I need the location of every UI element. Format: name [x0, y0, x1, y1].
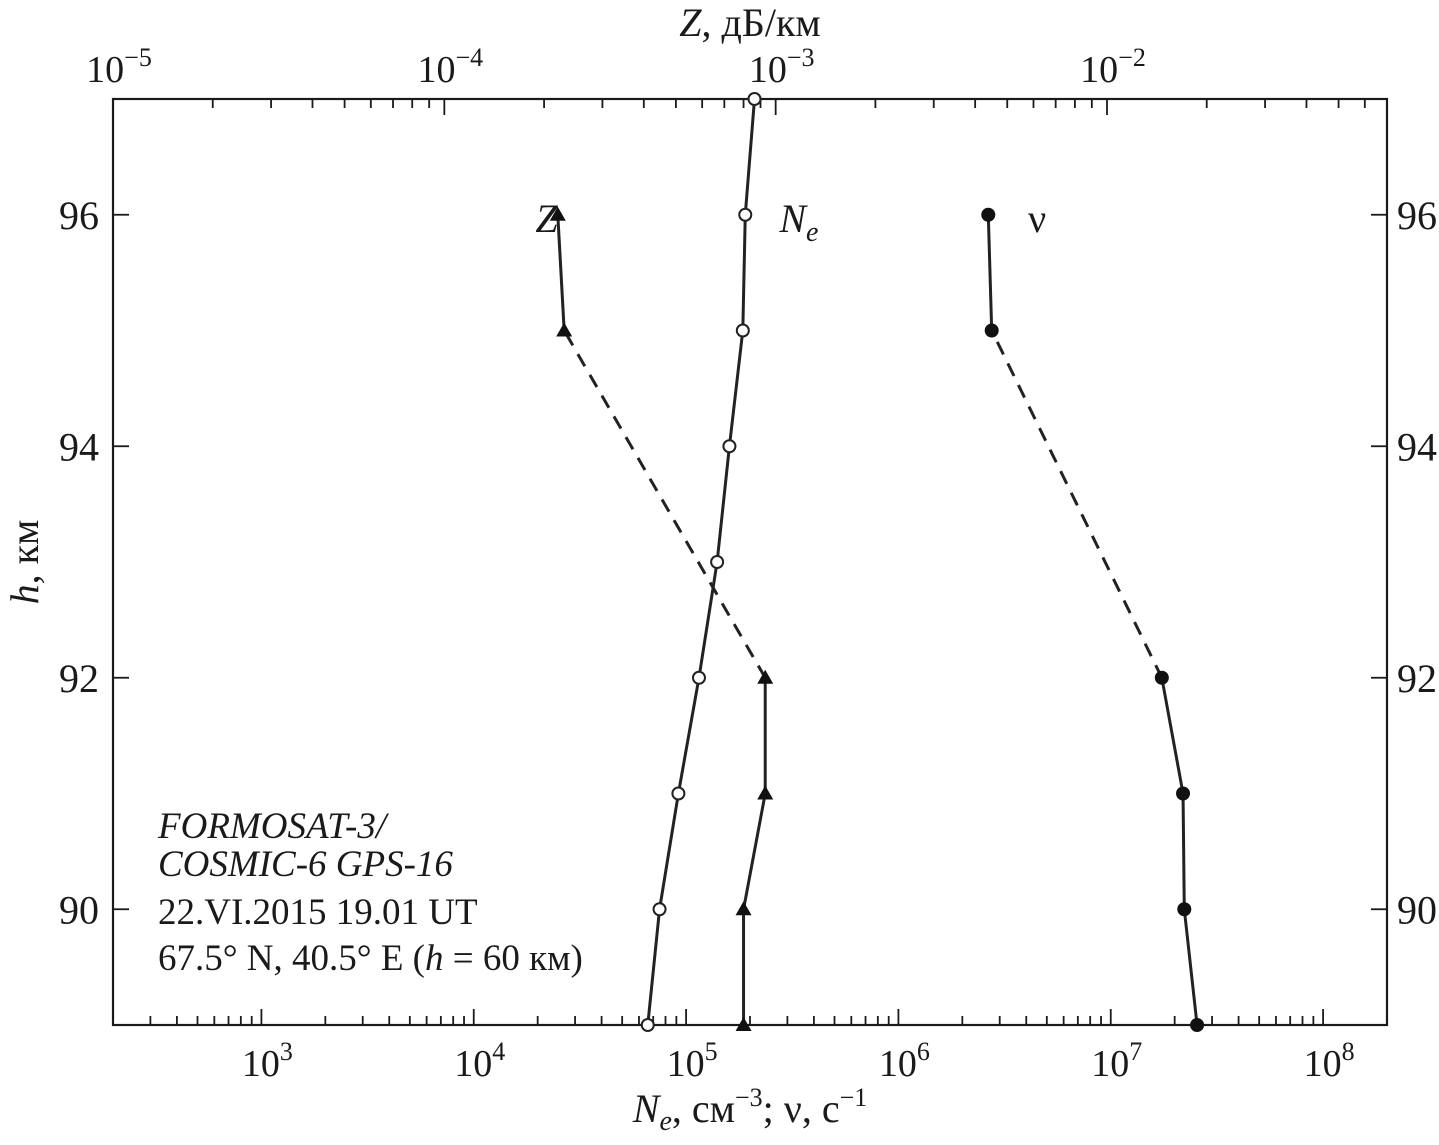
series-line [742, 677, 767, 1025]
y-tick-label-left: 92 [59, 656, 99, 701]
data-point-filled-circle [981, 207, 996, 222]
plot-frame [111, 97, 1389, 1027]
y-tick-label-left: 96 [59, 193, 99, 238]
x-bottom-tick-label: 105 [667, 1037, 718, 1085]
series-line [986, 214, 994, 331]
data-point-open-circle [671, 786, 686, 801]
annotation-line-4: 67.5° N, 40.5° E (h = 60 км) [158, 938, 583, 979]
y-tick-label-left: 94 [59, 424, 99, 469]
series-ν [981, 207, 1205, 1032]
y-tick-label-right: 94 [1397, 424, 1437, 469]
annotation-line-3: 22.VI.2015 19.01 UT [158, 892, 478, 933]
annotation-line-1: FORMOSAT-3/ [157, 806, 390, 847]
axes: 90 90 92 92 94 94 96 96 103 104 105 106 107 108 10−5 10… [59, 43, 1437, 1085]
annotation: FORMOSAT-3/ COSMIC-6 GPS-16 22.VI.2015 1… [157, 806, 583, 979]
x-bottom-tick-label: 103 [242, 1037, 293, 1085]
series-label-N: Ne [778, 196, 818, 248]
x-bottom-axis-label: Ne, см−3; ν, с−1 [632, 1083, 868, 1137]
series-line [556, 214, 566, 331]
series-line [646, 98, 756, 1026]
series-label-ν: ν [1028, 196, 1046, 241]
x-bottom-tick-label: 104 [454, 1037, 505, 1085]
x-top-tick-label: 10−5 [86, 43, 152, 91]
y-axis-label: h, км [2, 520, 47, 605]
data-point-open-circle [710, 555, 725, 569]
data-point-open-circle [747, 92, 762, 106]
y-tick-label-right: 90 [1397, 887, 1437, 932]
data-point-open-circle [640, 1018, 655, 1032]
x-top-tick-label: 10−3 [749, 43, 815, 91]
data-point-filled-triangle [757, 785, 774, 800]
data-point-open-circle [738, 207, 753, 222]
annotation-line-2: COSMIC-6 GPS-16 [158, 844, 453, 885]
series-layer [549, 92, 1205, 1032]
data-point-filled-triangle [735, 1017, 752, 1031]
series-line [1160, 677, 1199, 1026]
x-top-tick-label: 10−2 [1080, 43, 1146, 91]
y-tick-label-left: 90 [59, 887, 99, 932]
y-tick-label-right: 96 [1397, 193, 1437, 238]
data-point-open-circle [691, 670, 706, 685]
x-bottom-tick-label: 108 [1304, 1037, 1355, 1085]
data-point-filled-circle [1177, 902, 1192, 917]
y-tick-label-right: 92 [1397, 656, 1437, 701]
series-label-Z: Z [535, 196, 558, 241]
x-top-axis-label: Z, дБ/км [679, 0, 820, 45]
data-point-open-circle [722, 439, 737, 454]
data-point-filled-triangle [735, 901, 752, 916]
series-dashed-line [562, 329, 767, 679]
x-bottom-tick-label: 106 [879, 1037, 930, 1085]
series-N [640, 92, 762, 1032]
data-point-filled-circle [1190, 1018, 1205, 1032]
data-point-filled-triangle [757, 669, 774, 684]
data-point-filled-circle [984, 323, 999, 338]
x-top-tick-label: 10−4 [417, 43, 483, 91]
series-dashed-line [990, 329, 1164, 679]
data-point-filled-triangle [556, 322, 573, 337]
data-point-filled-triangle [549, 206, 566, 221]
data-point-open-circle [652, 902, 667, 917]
series-Z [549, 206, 774, 1031]
data-point-filled-circle [1176, 786, 1191, 801]
x-bottom-tick-label: 107 [1091, 1037, 1142, 1085]
data-point-filled-circle [1154, 670, 1169, 685]
data-point-open-circle [735, 323, 750, 338]
